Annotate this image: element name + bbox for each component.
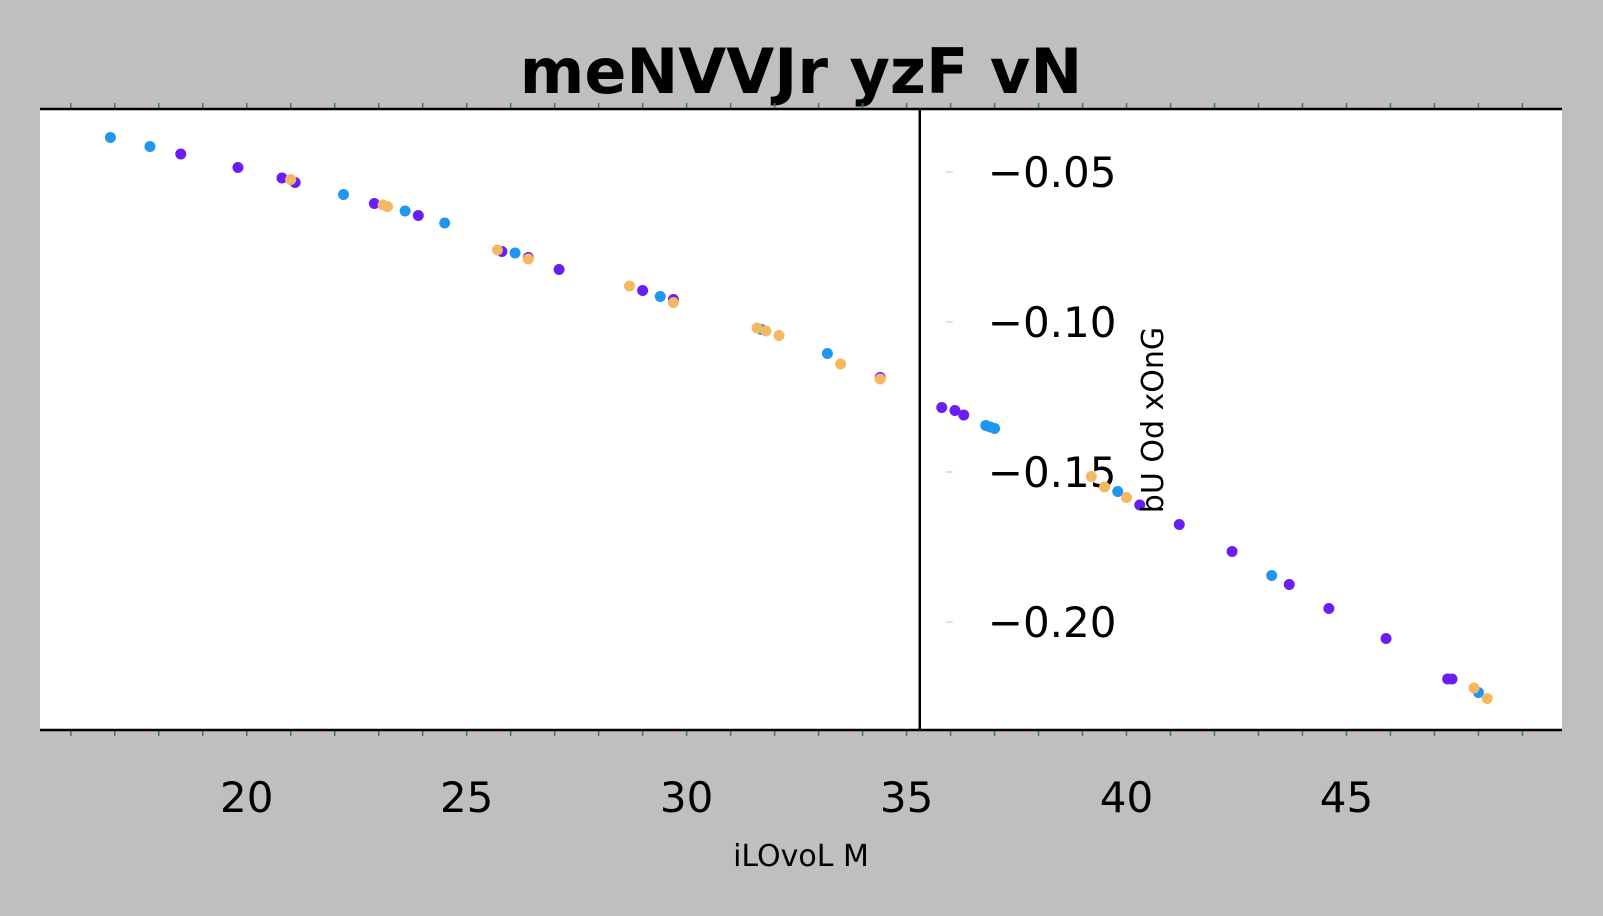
data-point [338, 189, 350, 200]
x-tick-labels: 20 25 30 35 40 45 [220, 773, 1373, 822]
data-points [104, 132, 1493, 704]
data-point [1226, 546, 1238, 557]
data-point [760, 325, 772, 337]
data-point [1266, 570, 1278, 581]
plot-area [40, 109, 1562, 730]
data-point [1283, 579, 1295, 590]
x-tick-label: 25 [440, 773, 493, 822]
data-point [667, 297, 679, 308]
x-tick-label: 20 [220, 773, 273, 822]
data-point [104, 132, 116, 143]
data-point [1380, 633, 1392, 644]
y-tick-label: −0.05 [988, 148, 1117, 197]
data-point [509, 247, 521, 259]
data-point [958, 409, 970, 421]
data-point [874, 373, 886, 385]
data-point [439, 217, 451, 229]
data-point [285, 174, 297, 185]
data-point [949, 405, 961, 416]
data-point [1173, 519, 1185, 530]
data-point [1085, 471, 1097, 482]
y-tick-label: −0.20 [988, 598, 1117, 647]
data-point [654, 291, 666, 302]
data-point [1121, 492, 1133, 503]
data-point [491, 244, 503, 256]
data-point [412, 210, 424, 221]
chart-title: meNVVJr yzF vN [520, 35, 1082, 108]
data-point [232, 162, 244, 173]
data-point [637, 285, 649, 296]
data-point [821, 348, 833, 359]
data-point [1446, 673, 1458, 685]
data-point [175, 148, 187, 160]
x-tick-label: 45 [1320, 773, 1373, 822]
data-point [144, 141, 156, 152]
data-point [835, 358, 847, 370]
data-point [1468, 682, 1480, 694]
data-point [522, 253, 534, 265]
y-tick-label: −0.15 [988, 448, 1117, 497]
data-point [1134, 499, 1146, 511]
x-tick-label: 35 [880, 773, 933, 822]
x-tick-label: 30 [660, 773, 713, 822]
data-point [382, 201, 394, 212]
y-tick-label: −0.10 [988, 298, 1117, 347]
data-point [553, 264, 565, 275]
y-axis: −0.05 −0.10 −0.15 −0.20 [918, 109, 1117, 730]
data-point [989, 423, 1001, 434]
data-point [276, 172, 288, 184]
data-point [1481, 693, 1493, 704]
data-point [773, 330, 785, 341]
data-point [1112, 486, 1124, 497]
data-point [623, 280, 635, 292]
data-point [399, 205, 411, 217]
data-point [936, 402, 948, 413]
x-axis-label: iLOvoL M [733, 839, 869, 874]
data-point [1099, 481, 1111, 493]
data-point [1323, 603, 1335, 614]
data-point [751, 322, 763, 334]
x-tick-label: 40 [1100, 773, 1153, 822]
data-point [368, 198, 380, 209]
y-axis-label: bU Od xOnG [1136, 327, 1171, 513]
